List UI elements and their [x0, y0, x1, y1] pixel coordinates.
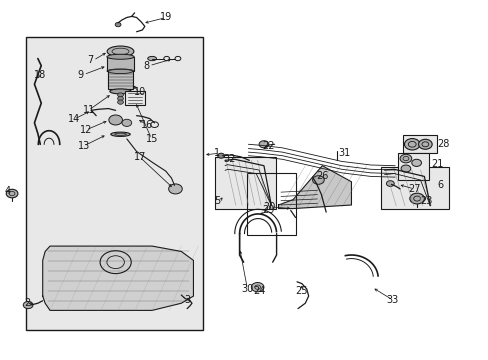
- Circle shape: [404, 139, 419, 150]
- Circle shape: [117, 96, 123, 101]
- Text: 9: 9: [78, 69, 83, 80]
- Text: 18: 18: [34, 69, 46, 80]
- Ellipse shape: [111, 132, 130, 136]
- Bar: [107, 57, 134, 71]
- Bar: [215, 157, 276, 208]
- Text: 32: 32: [223, 154, 236, 163]
- Circle shape: [411, 159, 421, 166]
- Text: 15: 15: [145, 134, 158, 144]
- Circle shape: [117, 93, 123, 97]
- Text: 2: 2: [25, 298, 31, 308]
- Bar: [397, 153, 428, 180]
- Text: 16: 16: [141, 120, 153, 130]
- Text: 4: 4: [5, 186, 11, 196]
- Circle shape: [168, 184, 182, 194]
- Text: 14: 14: [68, 114, 80, 124]
- Text: 27: 27: [407, 184, 420, 194]
- Circle shape: [23, 301, 33, 309]
- Polygon shape: [42, 246, 193, 310]
- Circle shape: [259, 141, 268, 148]
- Text: 26: 26: [315, 171, 327, 181]
- Text: 17: 17: [133, 152, 146, 162]
- Text: 29: 29: [262, 205, 274, 215]
- Text: 10: 10: [133, 87, 145, 98]
- Text: 24: 24: [252, 286, 264, 296]
- Circle shape: [386, 181, 393, 186]
- Bar: [125, 91, 144, 105]
- Circle shape: [400, 165, 410, 172]
- Bar: [380, 167, 448, 208]
- Text: 23: 23: [420, 197, 432, 206]
- Circle shape: [312, 176, 324, 184]
- Text: 11: 11: [82, 105, 95, 115]
- Ellipse shape: [110, 89, 131, 94]
- Text: 12: 12: [80, 125, 92, 135]
- Text: 8: 8: [143, 61, 149, 71]
- Bar: [108, 71, 132, 89]
- Circle shape: [115, 22, 121, 27]
- Text: 3: 3: [184, 295, 190, 305]
- Text: 19: 19: [160, 13, 172, 22]
- Ellipse shape: [107, 54, 134, 59]
- Circle shape: [6, 189, 18, 198]
- Ellipse shape: [108, 69, 132, 73]
- Ellipse shape: [147, 57, 156, 61]
- Circle shape: [418, 139, 431, 149]
- Circle shape: [409, 193, 424, 204]
- Text: 6: 6: [437, 180, 443, 190]
- Bar: [26, 37, 203, 330]
- Text: 33: 33: [386, 295, 398, 305]
- Circle shape: [117, 100, 123, 104]
- Text: 20: 20: [263, 202, 275, 212]
- Circle shape: [251, 283, 264, 292]
- Bar: [246, 173, 295, 235]
- Text: 7: 7: [87, 55, 94, 65]
- Circle shape: [399, 154, 411, 163]
- Circle shape: [122, 119, 131, 126]
- Text: 28: 28: [437, 139, 449, 149]
- Circle shape: [109, 115, 122, 125]
- Ellipse shape: [107, 46, 134, 57]
- Text: 30: 30: [241, 284, 253, 294]
- Text: 1: 1: [213, 148, 220, 158]
- Circle shape: [217, 153, 224, 158]
- Text: 31: 31: [337, 148, 349, 158]
- Text: 21: 21: [430, 159, 443, 169]
- Text: 5: 5: [213, 197, 220, 206]
- Text: 22: 22: [262, 141, 274, 151]
- Bar: [402, 135, 436, 153]
- Text: 25: 25: [295, 286, 307, 296]
- Polygon shape: [278, 166, 351, 208]
- Text: 13: 13: [78, 141, 90, 151]
